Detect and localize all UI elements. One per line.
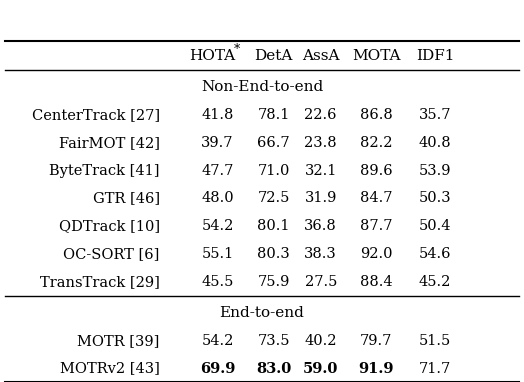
- Text: 27.5: 27.5: [304, 275, 337, 289]
- Text: QDTrack [10]: QDTrack [10]: [59, 219, 160, 233]
- Text: 50.3: 50.3: [419, 191, 451, 206]
- Text: MOTA: MOTA: [352, 49, 400, 63]
- Text: 78.1: 78.1: [257, 108, 290, 122]
- Text: 91.9: 91.9: [358, 361, 394, 376]
- Text: 55.1: 55.1: [201, 247, 234, 261]
- Text: DetA: DetA: [254, 49, 293, 63]
- Text: 72.5: 72.5: [257, 191, 290, 206]
- Text: 53.9: 53.9: [419, 163, 451, 178]
- Text: 45.2: 45.2: [419, 275, 451, 289]
- Text: End-to-end: End-to-end: [220, 306, 304, 320]
- Text: 54.6: 54.6: [419, 247, 451, 261]
- Text: 50.4: 50.4: [419, 219, 451, 233]
- Text: IDF1: IDF1: [416, 49, 454, 63]
- Text: 40.8: 40.8: [419, 136, 451, 150]
- Text: 84.7: 84.7: [360, 191, 392, 206]
- Text: 40.2: 40.2: [304, 333, 337, 348]
- Text: 45.5: 45.5: [201, 275, 234, 289]
- Text: 92.0: 92.0: [360, 247, 392, 261]
- Text: 47.7: 47.7: [201, 163, 234, 178]
- Text: OC-SORT [6]: OC-SORT [6]: [63, 247, 160, 261]
- Text: 54.2: 54.2: [201, 219, 234, 233]
- Text: 36.8: 36.8: [304, 219, 337, 233]
- Text: 66.7: 66.7: [257, 136, 290, 150]
- Text: 23.8: 23.8: [304, 136, 337, 150]
- Text: 35.7: 35.7: [419, 108, 451, 122]
- Text: 80.3: 80.3: [257, 247, 290, 261]
- Text: 41.8: 41.8: [201, 108, 234, 122]
- Text: ByteTrack [41]: ByteTrack [41]: [49, 163, 160, 178]
- Text: 69.9: 69.9: [200, 361, 235, 376]
- Text: 88.4: 88.4: [360, 275, 392, 289]
- Text: AssA: AssA: [302, 49, 340, 63]
- Text: 87.7: 87.7: [360, 219, 392, 233]
- Text: GTR [46]: GTR [46]: [93, 191, 160, 206]
- Text: 75.9: 75.9: [257, 275, 290, 289]
- Text: HOTA: HOTA: [189, 49, 235, 63]
- Text: 86.8: 86.8: [360, 108, 392, 122]
- Text: 71.7: 71.7: [419, 361, 451, 376]
- Text: 48.0: 48.0: [201, 191, 234, 206]
- Text: FairMOT [42]: FairMOT [42]: [59, 136, 160, 150]
- Text: 82.2: 82.2: [360, 136, 392, 150]
- Text: MOTR [39]: MOTR [39]: [78, 333, 160, 348]
- Text: 71.0: 71.0: [257, 163, 290, 178]
- Text: CenterTrack [27]: CenterTrack [27]: [31, 108, 160, 122]
- Text: 39.7: 39.7: [201, 136, 234, 150]
- Text: 83.0: 83.0: [256, 361, 291, 376]
- Text: 31.9: 31.9: [304, 191, 337, 206]
- Text: 79.7: 79.7: [360, 333, 392, 348]
- Text: 73.5: 73.5: [257, 333, 290, 348]
- Text: MOTRv2 [43]: MOTRv2 [43]: [60, 361, 160, 376]
- Text: Non-End-to-end: Non-End-to-end: [201, 80, 323, 94]
- Text: 59.0: 59.0: [303, 361, 339, 376]
- Text: 89.6: 89.6: [360, 163, 392, 178]
- Text: 80.1: 80.1: [257, 219, 290, 233]
- Text: 51.5: 51.5: [419, 333, 451, 348]
- Text: *: *: [234, 43, 241, 56]
- Text: TransTrack [29]: TransTrack [29]: [40, 275, 160, 289]
- Text: 38.3: 38.3: [304, 247, 337, 261]
- Text: 54.2: 54.2: [201, 333, 234, 348]
- Text: 32.1: 32.1: [304, 163, 337, 178]
- Text: 22.6: 22.6: [304, 108, 337, 122]
